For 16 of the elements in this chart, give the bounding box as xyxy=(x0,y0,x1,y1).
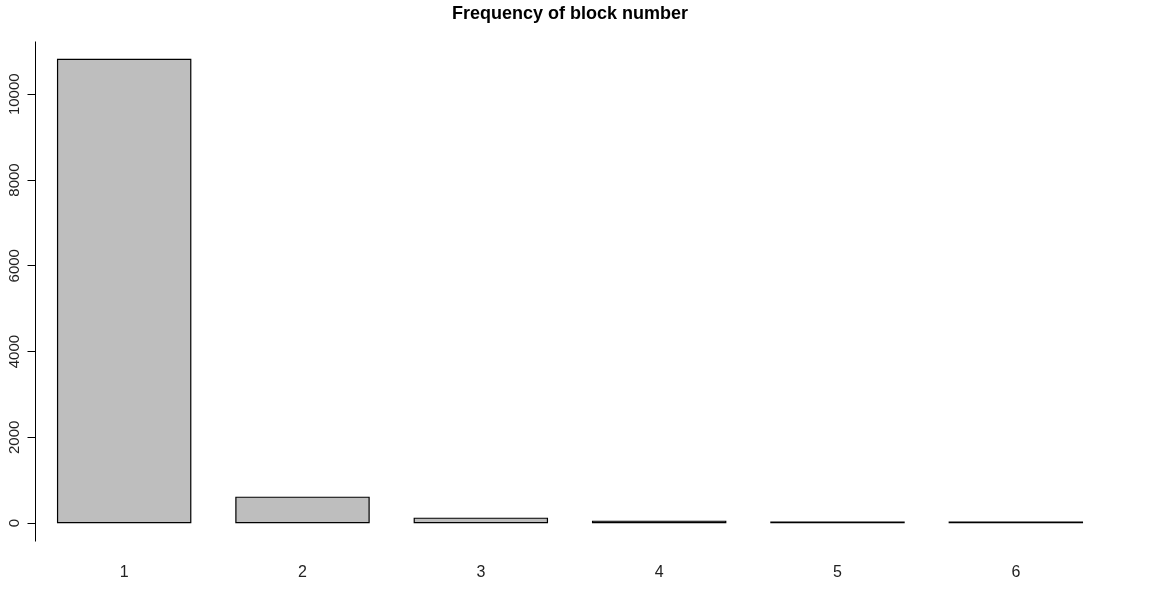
y-tick-label: 6000 xyxy=(4,249,22,283)
y-tick-label: 0 xyxy=(4,518,22,528)
x-tick-label: 4 xyxy=(654,562,664,580)
y-tick-label: 8000 xyxy=(4,163,22,197)
x-tick-label: 2 xyxy=(298,562,308,580)
y-tick-label: 2000 xyxy=(4,420,22,454)
bar xyxy=(413,517,549,524)
x-tick-label: 1 xyxy=(119,562,129,580)
y-tick-label: 4000 xyxy=(4,334,22,369)
x-tick-label: 6 xyxy=(1011,562,1021,580)
bar xyxy=(235,496,370,524)
x-tick-label: 5 xyxy=(833,562,843,580)
y-tick-label: 10000 xyxy=(4,73,22,116)
x-tick-label: 3 xyxy=(476,562,486,580)
chart-title: Frequency of block number xyxy=(451,3,689,23)
bar xyxy=(56,58,192,524)
